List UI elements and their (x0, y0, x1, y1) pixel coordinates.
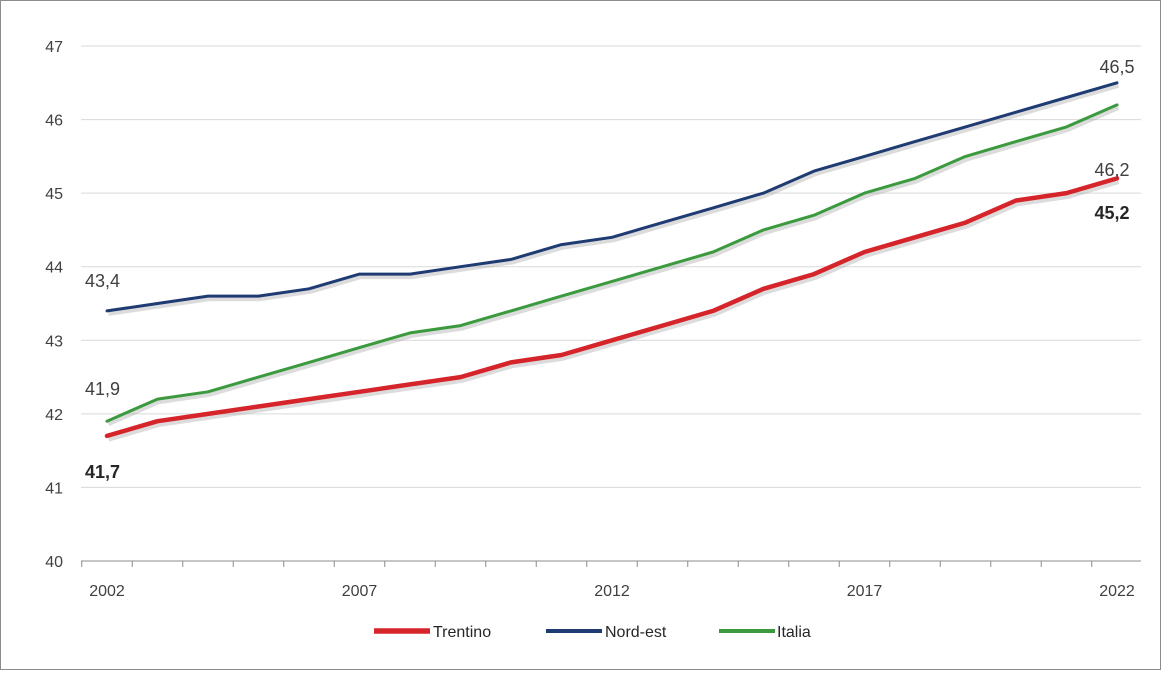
y-tick-label-47: 47 (45, 39, 63, 56)
y-tick-label-42: 42 (45, 407, 63, 424)
y-tick-label-41: 41 (45, 480, 63, 497)
data-label-italia-end: 46,2 (1094, 160, 1129, 180)
x-tick-label-2017: 2017 (847, 583, 883, 600)
data-label-italia-start: 41,9 (85, 379, 120, 399)
data-label-trentino-start: 41,7 (85, 462, 120, 482)
legend-label-nord-est: Nord-est (605, 624, 667, 641)
y-tick-label-43: 43 (45, 333, 63, 350)
x-tick-label-2007: 2007 (342, 583, 378, 600)
y-tick-label-45: 45 (45, 186, 63, 203)
y-tick-label-44: 44 (45, 260, 63, 277)
y-tick-label-46: 46 (45, 113, 63, 130)
series-shadow-trentino (107, 178, 1120, 442)
x-tick-label-2012: 2012 (594, 583, 630, 600)
series-line-italia (105, 103, 1119, 423)
x-tick-label-2002: 2002 (89, 583, 125, 600)
data-label-nord-est-start: 43,4 (85, 271, 120, 291)
data-label-trentino-end: 45,2 (1094, 203, 1129, 223)
legend-label-italia: Italia (777, 624, 811, 641)
series-shadow-italia (107, 106, 1120, 427)
series-line-trentino (104, 176, 1120, 439)
legend-label-trentino: Trentino (433, 624, 491, 641)
series-shadow-nord-est (108, 83, 1120, 316)
series-line-nord-est (105, 81, 1119, 313)
x-tick-label-2022: 2022 (1099, 583, 1135, 600)
data-label-nord-est-end: 46,5 (1099, 57, 1134, 77)
y-tick-label-40: 40 (45, 554, 63, 571)
